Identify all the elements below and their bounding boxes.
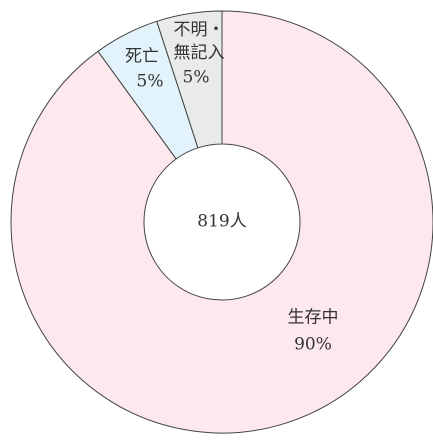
slice-label: 死亡 [125,47,159,67]
slice-label: 不明・無記入 [174,20,225,63]
value-label: 90% [294,335,332,355]
center-label: 819人 [197,212,246,232]
value-label: 5% [183,68,210,88]
slice [156,10,223,149]
slice-label: 生存中 [288,308,339,328]
value-label: 5% [137,72,164,92]
